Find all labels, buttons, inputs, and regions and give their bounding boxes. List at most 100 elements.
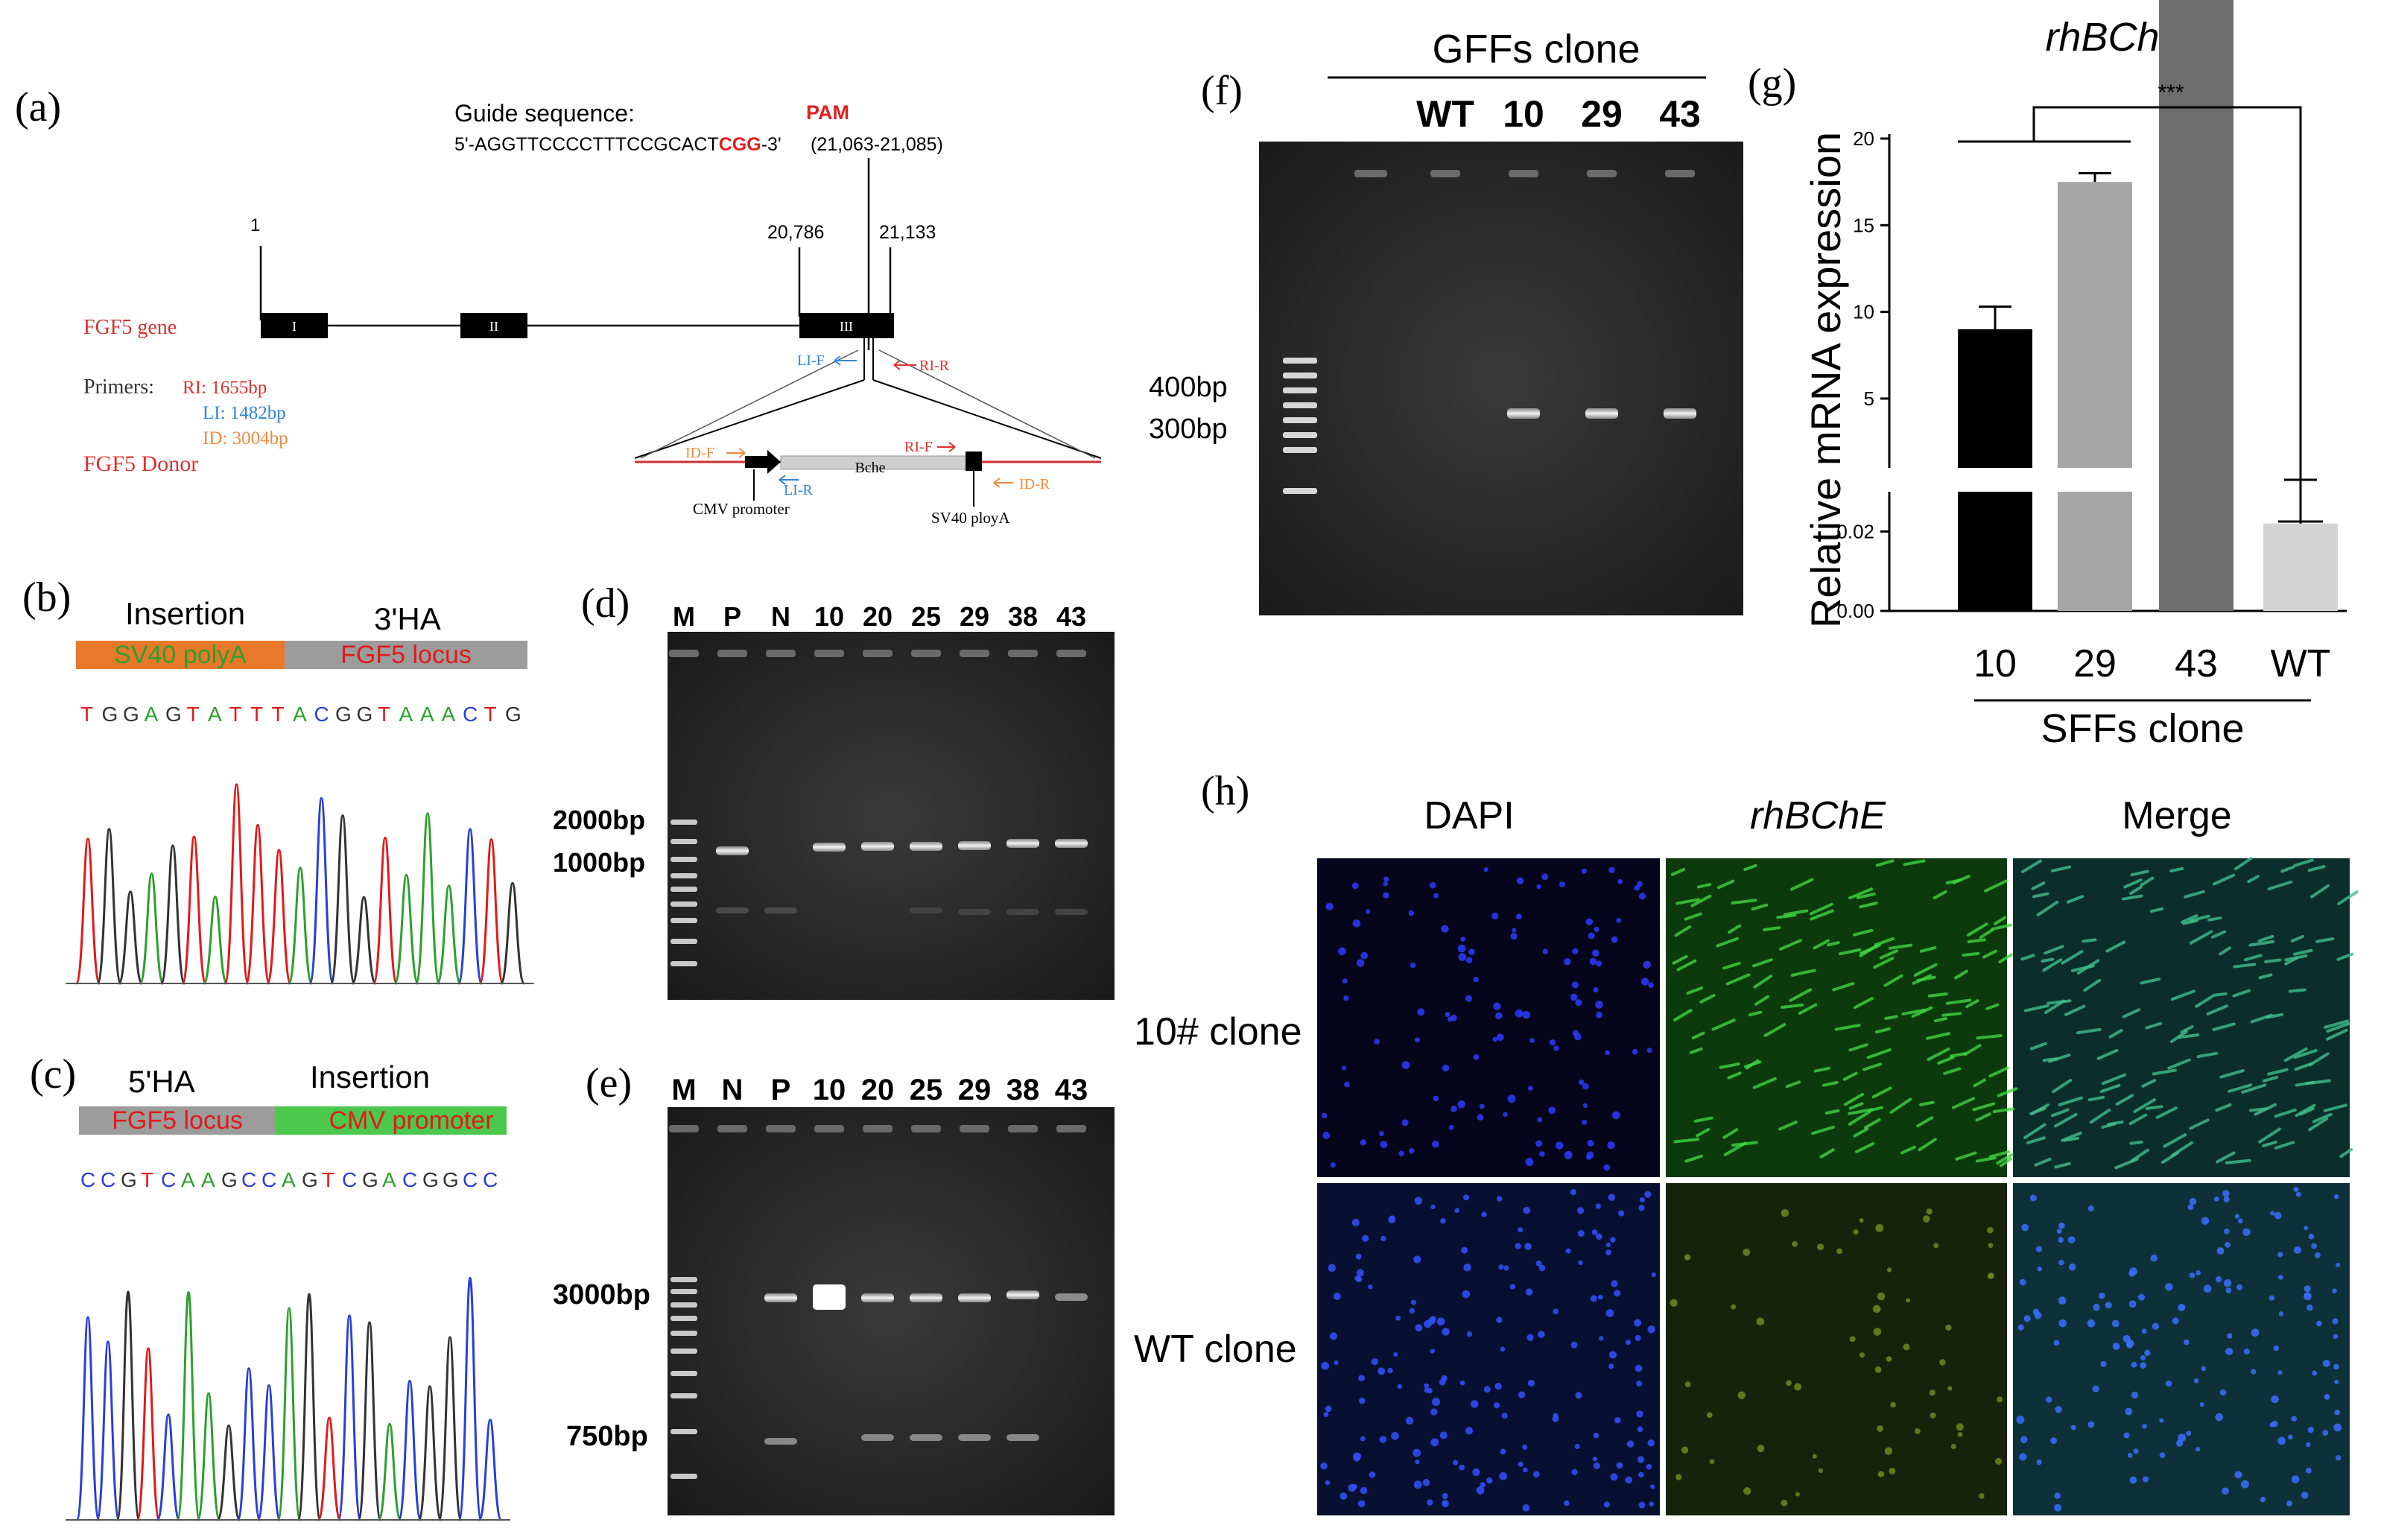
f-title: GFFs clone bbox=[1432, 27, 1640, 72]
cell-body bbox=[1903, 859, 1926, 866]
cell-nucleus bbox=[2142, 1423, 2147, 1429]
cell-body bbox=[2212, 873, 2236, 886]
cell-nucleus bbox=[1923, 1215, 1930, 1223]
cell-nucleus bbox=[2307, 1304, 2313, 1311]
cell-nucleus bbox=[1518, 1391, 1526, 1398]
sequence-base: G bbox=[335, 703, 352, 726]
sequence-base: G bbox=[357, 703, 373, 726]
cell-nucleus bbox=[1498, 1264, 1504, 1270]
cell-body bbox=[2280, 865, 2295, 873]
cell-body bbox=[2290, 934, 2304, 943]
cell-body bbox=[1954, 969, 1968, 980]
cell-nucleus bbox=[1592, 1457, 1597, 1462]
cell-body bbox=[1673, 1009, 1693, 1022]
cell-nucleus bbox=[1818, 1468, 1823, 1474]
primer-li: LI: 1482bp bbox=[203, 403, 286, 423]
chromatogram-peak bbox=[159, 844, 186, 985]
cell-nucleus bbox=[1522, 1504, 1530, 1512]
gel-well bbox=[669, 650, 699, 657]
sequence-base: G bbox=[362, 1168, 378, 1191]
cell-body bbox=[2219, 946, 2231, 956]
cell-body bbox=[2041, 957, 2055, 963]
gel-lane-label: P bbox=[771, 1074, 791, 1106]
sequence-base: T bbox=[322, 1168, 335, 1191]
img-rhbche-wt bbox=[1666, 1183, 2007, 1515]
cell-nucleus bbox=[2019, 1453, 2027, 1461]
cell-nucleus bbox=[1357, 1500, 1366, 1508]
cell-body bbox=[1879, 949, 1899, 960]
cell-nucleus bbox=[2159, 1452, 2166, 1459]
cell-nucleus bbox=[1415, 1459, 1420, 1465]
cell-nucleus bbox=[1599, 1336, 1604, 1341]
cell-nucleus bbox=[1597, 1294, 1603, 1300]
cell-nucleus bbox=[1510, 933, 1518, 940]
cell-nucleus bbox=[2201, 1366, 2207, 1372]
cell-body bbox=[2082, 938, 2097, 943]
gel-well bbox=[1587, 170, 1617, 177]
cell-body bbox=[2326, 1021, 2350, 1033]
cell-nucleus bbox=[1430, 1438, 1439, 1447]
cell-nucleus bbox=[1608, 1351, 1617, 1359]
cell-nucleus bbox=[2058, 1237, 2064, 1243]
cell-nucleus bbox=[1522, 1467, 1528, 1473]
cell-body bbox=[1783, 909, 1809, 916]
cell-nucleus bbox=[1476, 1486, 1485, 1495]
cell-body bbox=[1711, 1018, 1736, 1031]
panel-label-g: (g) bbox=[1748, 60, 1796, 107]
cell-nucleus bbox=[2127, 1452, 2133, 1458]
cell-body bbox=[1985, 1003, 2000, 1010]
cell-body bbox=[1997, 1087, 2018, 1097]
cell-nucleus bbox=[1442, 1064, 1450, 1072]
cell-body bbox=[2212, 992, 2228, 997]
chromatogram-peak bbox=[136, 1347, 161, 1521]
cell-nucleus bbox=[1509, 1284, 1516, 1290]
cell-nucleus bbox=[1607, 1141, 1615, 1150]
cell-nucleus bbox=[2224, 1228, 2230, 1235]
cell-body bbox=[1684, 1154, 1703, 1163]
cell-nucleus bbox=[1875, 1223, 1884, 1232]
cell-nucleus bbox=[1914, 1428, 1921, 1434]
cell-body bbox=[1871, 1086, 1892, 1099]
cell-body bbox=[2170, 989, 2195, 1001]
cell-nucleus bbox=[1643, 960, 1651, 969]
cell-nucleus bbox=[1383, 881, 1389, 887]
cell-nucleus bbox=[2144, 1349, 2151, 1357]
chromatogram-peak bbox=[256, 1384, 282, 1521]
c-right-header: Insertion bbox=[310, 1059, 430, 1094]
cell-nucleus bbox=[1360, 951, 1369, 960]
cell-nucleus bbox=[1570, 1189, 1576, 1196]
cell-body bbox=[2029, 1042, 2047, 1051]
cell-nucleus bbox=[1853, 1229, 1859, 1235]
gel-band bbox=[764, 907, 797, 913]
gel-lane-label: WT bbox=[1416, 93, 1474, 135]
sequence-base: A bbox=[201, 1168, 215, 1191]
cell-nucleus bbox=[2271, 1420, 2278, 1427]
cell-nucleus bbox=[1495, 1012, 1503, 1020]
cell-body bbox=[2234, 857, 2253, 871]
cell-nucleus bbox=[1571, 981, 1579, 989]
cell-body bbox=[2189, 930, 2213, 945]
cell-nucleus bbox=[1593, 987, 1599, 993]
cell-nucleus bbox=[1538, 1264, 1546, 1272]
li-f-label: LI-F bbox=[797, 352, 825, 369]
cell-nucleus bbox=[1356, 1269, 1364, 1277]
cell-body bbox=[2189, 1118, 2210, 1130]
cell-nucleus bbox=[2058, 1222, 2065, 1229]
sequence-base: A bbox=[181, 1168, 195, 1191]
cell-nucleus bbox=[1387, 1367, 1393, 1374]
gel-band bbox=[1006, 839, 1039, 848]
b-right-bar-label: FGF5 locus bbox=[340, 641, 472, 669]
cell-nucleus bbox=[1430, 1349, 1436, 1354]
cell-body bbox=[1888, 943, 1913, 950]
chromatogram-peak bbox=[287, 866, 314, 985]
gel-band bbox=[861, 1293, 894, 1302]
cell-body bbox=[2189, 914, 2210, 922]
cell-body bbox=[2058, 1096, 2083, 1106]
cell-nucleus bbox=[2269, 1295, 2275, 1301]
cell-nucleus bbox=[1553, 1045, 1559, 1051]
cell-body bbox=[1763, 1023, 1786, 1037]
donor-label: FGF5 Donor bbox=[83, 451, 198, 476]
guide-sequence-title: Guide sequence: bbox=[454, 100, 635, 127]
cell-body bbox=[1945, 998, 1972, 1005]
gel-lane-label: 29 bbox=[958, 1074, 992, 1106]
